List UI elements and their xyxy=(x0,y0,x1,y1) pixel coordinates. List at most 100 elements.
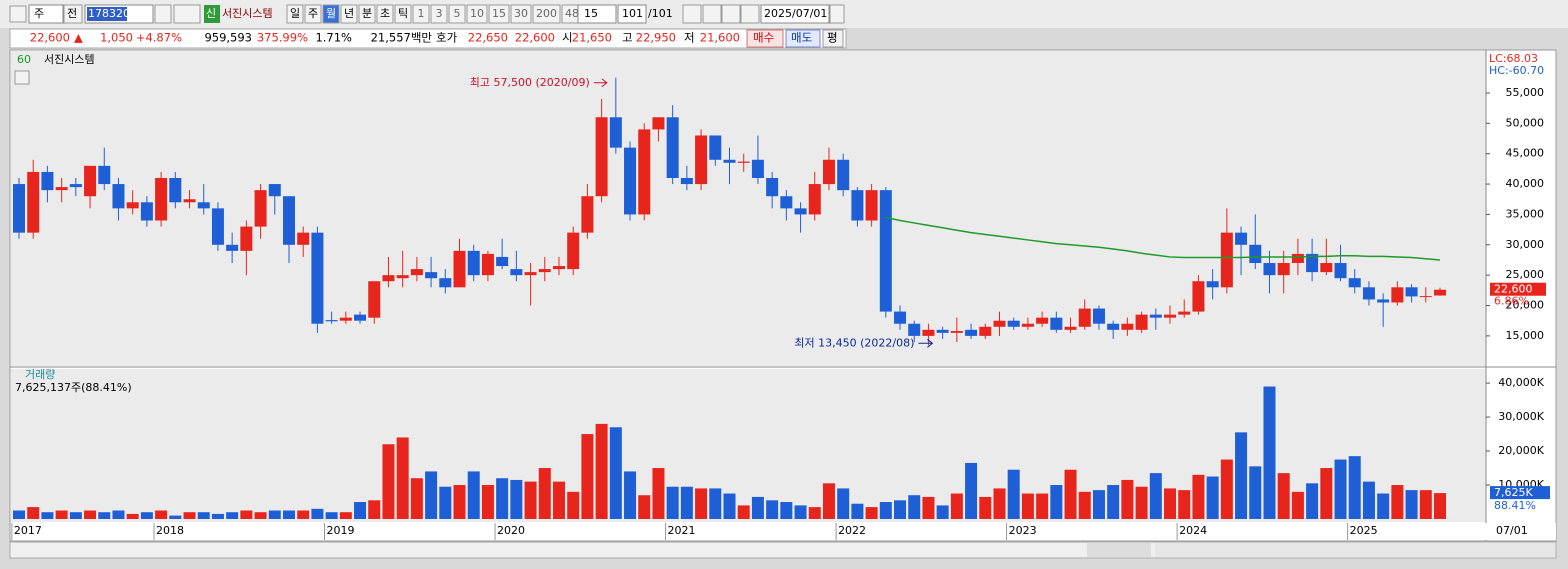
x-tick-label: 2025 xyxy=(1350,524,1378,537)
candle-body xyxy=(1021,323,1034,327)
candle-body xyxy=(282,196,295,245)
x-tick-label: 2024 xyxy=(1179,524,1207,537)
scroll-controls[interactable] xyxy=(1087,543,1151,557)
candle-body xyxy=(311,232,324,324)
count-select[interactable] xyxy=(577,4,617,24)
candle-body xyxy=(339,317,352,321)
volume-bar xyxy=(695,488,708,519)
avg: 평 xyxy=(827,31,838,45)
candle-body xyxy=(98,165,111,185)
candle-body xyxy=(1164,314,1177,318)
candle-body xyxy=(1206,281,1219,288)
volume-bar xyxy=(169,515,182,519)
period-button[interactable] xyxy=(394,4,412,24)
sound-button[interactable] xyxy=(173,4,201,24)
candle-body xyxy=(766,177,779,197)
low-arrow xyxy=(918,338,934,348)
menu-icon[interactable] xyxy=(9,5,27,23)
volume-title: 거래량 xyxy=(25,368,55,381)
period-button[interactable] xyxy=(448,4,466,24)
candle-body xyxy=(1391,287,1404,303)
prev-button[interactable] xyxy=(63,4,83,24)
candle-body xyxy=(510,269,523,276)
period-label: 30 xyxy=(514,7,528,20)
candle-body xyxy=(226,244,239,251)
candle-body xyxy=(1277,263,1290,276)
period-button[interactable] xyxy=(430,4,448,24)
drawing-tools[interactable] xyxy=(1155,543,1555,557)
period-button[interactable] xyxy=(286,4,304,24)
volume-bar xyxy=(751,496,764,519)
last-price: 22,600 xyxy=(1494,283,1533,296)
candle-body xyxy=(1320,263,1333,273)
search-button[interactable] xyxy=(154,4,172,24)
candle-body xyxy=(27,171,40,233)
shown-input[interactable] xyxy=(617,4,647,24)
period-button[interactable] xyxy=(488,4,510,24)
hc-label: HC:-60.70 xyxy=(1489,64,1544,77)
market: 주 xyxy=(34,7,44,20)
tool-icon[interactable] xyxy=(702,4,722,24)
volume-bar xyxy=(425,471,438,519)
volume-bar xyxy=(1249,466,1262,519)
avg-button[interactable] xyxy=(822,29,844,48)
volume-bar xyxy=(709,488,722,519)
volume-bar xyxy=(453,485,466,519)
period-button[interactable] xyxy=(358,4,376,24)
period-label: 틱 xyxy=(398,7,408,20)
period-button[interactable] xyxy=(412,4,430,24)
candle-body xyxy=(396,275,409,279)
low-annotation: 최저 13,450 (2022/08) xyxy=(794,336,914,349)
period-button[interactable] xyxy=(376,4,394,24)
candle-body xyxy=(1178,311,1191,315)
tool-icon[interactable] xyxy=(682,4,702,24)
candle-body xyxy=(453,250,466,288)
period-button[interactable] xyxy=(322,4,340,24)
candle-body xyxy=(425,272,438,279)
volume-bar xyxy=(1135,486,1148,519)
period-label: 분 xyxy=(362,7,372,20)
period-button[interactable] xyxy=(510,4,532,24)
candle-body xyxy=(1263,263,1276,276)
volume-bar xyxy=(41,512,54,519)
new-badge: 신 xyxy=(206,7,216,20)
volume-bar xyxy=(510,479,523,519)
period-label: 10 xyxy=(470,7,484,20)
volume-bar xyxy=(666,486,679,519)
period-button[interactable] xyxy=(340,4,358,24)
buy-button[interactable] xyxy=(746,29,784,48)
quote-bar xyxy=(9,28,847,49)
sell-button[interactable] xyxy=(785,29,821,48)
volume-bar xyxy=(1092,490,1105,519)
chart: 15,000 20,000 25,000 30,000 35,000 40,000 45,0… xyxy=(11,76,1550,540)
calendar-button[interactable] xyxy=(829,4,845,24)
period-button[interactable] xyxy=(304,4,322,24)
volume-bar xyxy=(1291,491,1304,519)
candle-body xyxy=(666,117,679,178)
candle-body xyxy=(1050,317,1063,330)
volume-bar xyxy=(226,512,239,519)
period-button[interactable] xyxy=(466,4,488,24)
volume-bar xyxy=(354,502,367,519)
table-icon[interactable] xyxy=(14,70,30,85)
volume-bar xyxy=(908,495,921,519)
candle-body xyxy=(325,320,338,322)
last-pct: 6.86% xyxy=(1494,295,1529,308)
volume-bar xyxy=(567,491,580,519)
last-volume: 7,625K xyxy=(1494,486,1533,499)
market-select[interactable] xyxy=(28,4,64,24)
period-button[interactable] xyxy=(532,4,561,24)
volume-bar xyxy=(1064,469,1077,519)
candle-body xyxy=(140,202,153,221)
settings-icon[interactable] xyxy=(740,4,760,24)
candle-body xyxy=(1377,299,1390,303)
volume-bar xyxy=(1306,483,1319,519)
candle-body xyxy=(467,250,480,276)
date-input[interactable] xyxy=(760,4,830,24)
volume-bar xyxy=(737,505,750,519)
save-icon[interactable] xyxy=(721,4,741,24)
period-label: 초 xyxy=(380,7,390,20)
period-label: 년 xyxy=(344,7,354,20)
x-tick-label: 2018 xyxy=(156,524,184,537)
volume-bar xyxy=(339,512,352,519)
